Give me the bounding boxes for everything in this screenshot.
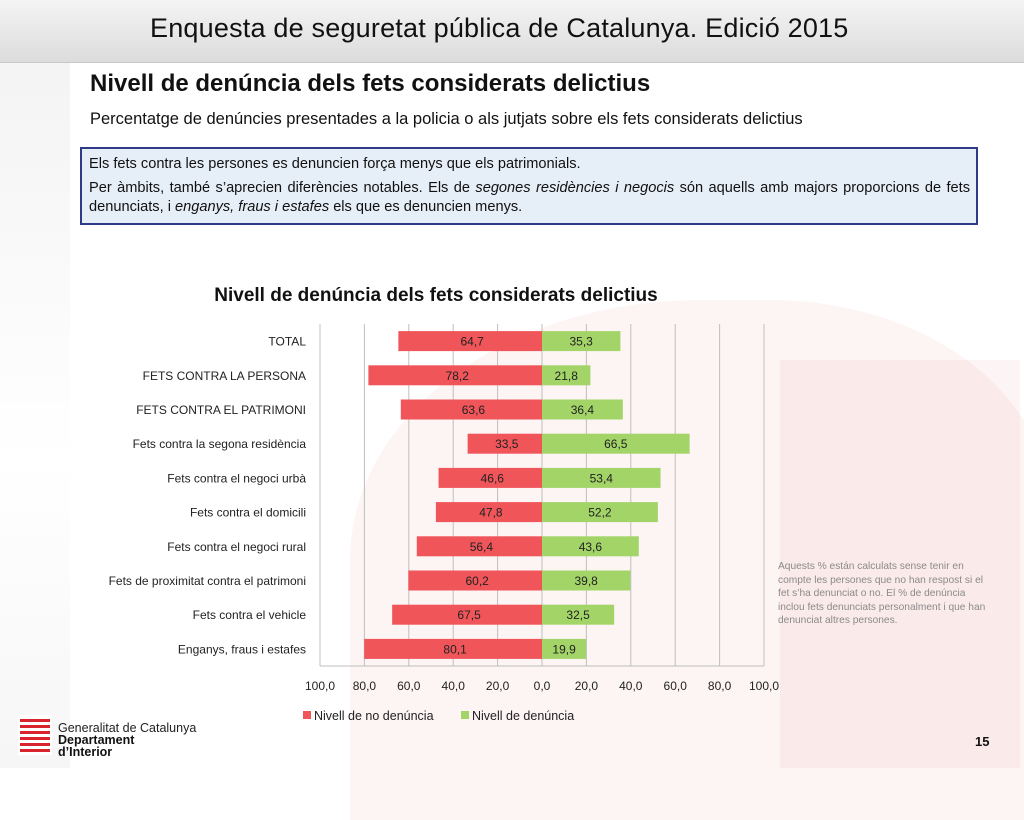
bar-no-denuncia (408, 570, 542, 591)
data-label: 47,8 (479, 506, 503, 520)
background-band (0, 0, 70, 768)
department-name: Departament (58, 733, 135, 747)
summary-emphasis: segones residències i negocis (475, 179, 675, 196)
x-tick-label: 100,0 (305, 679, 335, 693)
generalitat-logo-icon (18, 715, 52, 755)
legend-label: Nivell de denúncia (472, 709, 574, 723)
x-tick-label: 40,0 (442, 679, 466, 693)
bar-denuncia (542, 638, 587, 659)
x-tick-label: 60,0 (397, 679, 421, 693)
category-label: FETS CONTRA EL PATRIMONI (136, 403, 306, 417)
category-label: Fets contra el vehicle (193, 608, 307, 622)
category-label: Fets de proximitat contra el patrimoni (109, 574, 306, 588)
bar-denuncia (542, 399, 623, 420)
slide-header: Enquesta de seguretat pública de Catalun… (0, 0, 1024, 63)
section-title: Nivell de denúncia dels fets considerats… (90, 70, 651, 97)
data-label: 35,3 (570, 335, 594, 349)
legend-label: Nivell de no denúncia (314, 709, 434, 723)
bar-denuncia (542, 502, 658, 523)
bar-denuncia (542, 365, 591, 386)
category-label: Enganys, fraus i estafes (178, 642, 306, 656)
data-label: 39,8 (574, 574, 598, 588)
data-label: 80,1 (443, 642, 467, 656)
data-label: 78,2 (446, 369, 470, 383)
data-label: 33,5 (495, 437, 519, 451)
data-label: 63,6 (462, 403, 486, 417)
x-tick-label: 100,0 (749, 679, 779, 693)
bar-denuncia (542, 467, 661, 488)
background-watermark (350, 300, 1024, 820)
section-subtitle: Percentatge de denúncies presentades a l… (90, 110, 803, 128)
chart-bars: 64,7 35,3 78,2 21,8 63,6 36,4 33,5 66,5 46,6 53,4… (364, 331, 690, 659)
chart-title: Nivell de denúncia dels fets considerats… (214, 285, 657, 306)
data-label: 36,4 (571, 403, 595, 417)
x-tick-label: 20,0 (575, 679, 599, 693)
summary-emphasis: enganys, fraus i estafes (175, 199, 330, 215)
category-label: TOTAL (268, 335, 306, 349)
data-label: 56,4 (470, 540, 494, 554)
page-number: 15 (975, 734, 990, 749)
footnote: Aquests % están calculats sense tenir en… (778, 561, 986, 627)
summary-line-1: Els fets contra les persones es denuncie… (89, 156, 581, 172)
x-tick-label: 20,0 (486, 679, 510, 693)
bar-no-denuncia (392, 604, 542, 625)
chart-category-labels: TOTAL FETS CONTRA LA PERSONA FETS CONTRA E… (109, 335, 307, 657)
data-label: 32,5 (566, 608, 590, 622)
x-tick-label: 80,0 (708, 679, 732, 693)
data-label: 52,2 (588, 506, 612, 520)
summary-box: Els fets contra les persones es denuncie… (80, 147, 978, 225)
bar-no-denuncia (438, 467, 542, 488)
bar-no-denuncia (398, 331, 542, 352)
bar-denuncia (542, 570, 631, 591)
chart-legend: Nivell de no denúncia Nivell de denúncia (303, 709, 574, 723)
data-label: 19,9 (552, 642, 576, 656)
category-label: Fets contra el negoci urbà (167, 471, 306, 485)
bar-denuncia (542, 604, 615, 625)
bar-no-denuncia (364, 638, 542, 659)
category-label: Fets contra la segona residència (133, 437, 307, 451)
summary-line-2: Per àmbits, també s’aprecien diferències… (89, 179, 970, 218)
data-label: 60,2 (465, 574, 489, 588)
department-name-2: d’Interior (58, 745, 113, 759)
category-label: Fets contra el negoci rural (167, 540, 306, 554)
data-label: 21,8 (555, 369, 579, 383)
bar-no-denuncia (368, 365, 542, 386)
summary-text: els que es denuncien menys. (329, 199, 523, 215)
data-label: 43,6 (579, 540, 603, 554)
bar-denuncia (542, 536, 639, 557)
chart-x-tick-labels: 100,0 80,0 60,0 40,0 20,0 0,0 20,0 40,0 60,0 80,0… (305, 679, 779, 693)
x-tick-label: 40,0 (619, 679, 643, 693)
category-label: Fets contra el domicili (190, 506, 306, 520)
header-title: Enquesta de seguretat pública de Catalun… (150, 13, 849, 43)
data-label: 66,5 (604, 437, 628, 451)
x-tick-label: 0,0 (534, 679, 551, 693)
data-label: 53,4 (590, 471, 614, 485)
data-label: 64,7 (461, 335, 485, 349)
bar-denuncia (542, 331, 621, 352)
bar-no-denuncia (467, 433, 542, 454)
legend-swatch-no-denuncia (303, 711, 311, 719)
summary-text: Per àmbits, també s’aprecien diferències… (89, 179, 476, 196)
bar-denuncia (542, 433, 690, 454)
legend-swatch-denuncia (461, 711, 469, 719)
data-label: 67,5 (457, 608, 481, 622)
data-label: 46,6 (481, 471, 505, 485)
x-tick-label: 60,0 (664, 679, 688, 693)
bar-no-denuncia (400, 399, 542, 420)
background-watermark-bar (780, 360, 1020, 768)
org-name: Generalitat de Catalunya (58, 721, 197, 735)
summary-text: són aquells amb majors proporcions de fe… (89, 179, 970, 216)
bar-chart: Nivell de denúncia dels fets considerats… (109, 285, 780, 723)
category-label: FETS CONTRA LA PERSONA (143, 369, 306, 383)
x-tick-label: 80,0 (353, 679, 377, 693)
bar-no-denuncia (416, 536, 542, 557)
bar-no-denuncia (435, 502, 542, 523)
